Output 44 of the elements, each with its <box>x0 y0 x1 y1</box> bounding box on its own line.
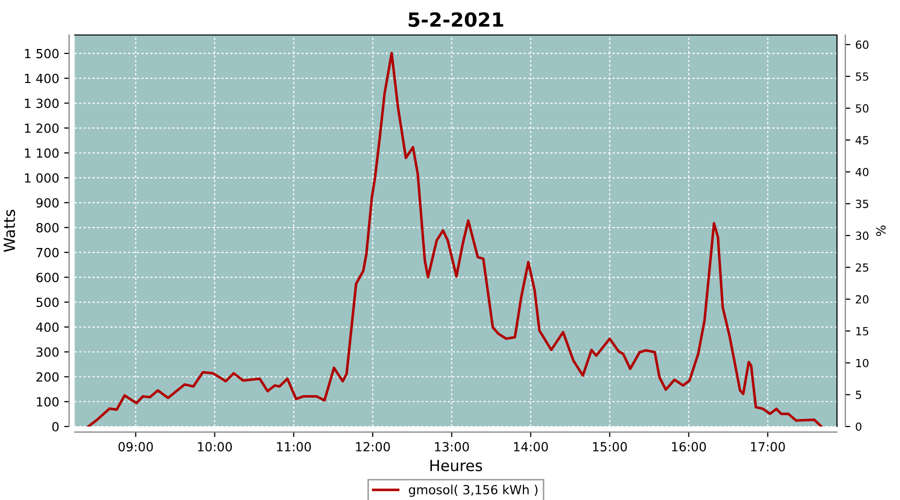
y-tick-label: 500 <box>36 298 59 308</box>
legend-label: gmosol( 3,156 kWh ) <box>408 484 538 497</box>
y2-tick-label: 50 <box>856 104 868 113</box>
y2-tick-label: 35 <box>856 200 868 208</box>
y-tick-label: 100 <box>36 397 59 407</box>
y2-tick-label: 45 <box>856 136 868 144</box>
y-tick-label: 600 <box>36 272 59 282</box>
y2-tick-label: 5 <box>856 390 862 400</box>
y2-tick-label: 0 <box>856 422 862 431</box>
y2-tick-label: 55 <box>856 72 868 81</box>
y-tick-label: 800 <box>36 222 59 232</box>
y2-tick-label: 25 <box>856 263 868 272</box>
y2-tick-label: 30 <box>856 232 868 240</box>
y2-tick-label: 20 <box>856 295 868 304</box>
y2-tick-label: 60 <box>856 40 868 49</box>
y-tick-label: 1 100 <box>25 148 59 158</box>
x-tick-label: 09:00 <box>118 442 153 452</box>
y-tick-label: 200 <box>36 372 59 382</box>
y-tick-label: 1 400 <box>25 74 59 84</box>
y2-axis-title: % <box>876 226 886 236</box>
chart-title: 5-2-2021 <box>408 12 504 27</box>
x-tick-label: 14:00 <box>514 442 548 452</box>
y-tick-label: 1 300 <box>25 98 59 108</box>
x-tick-label: 10:00 <box>198 442 232 452</box>
x-tick-label: 17:00 <box>751 442 785 452</box>
line-series <box>87 52 823 426</box>
y-tick-label: 400 <box>36 322 59 332</box>
y2-tick-label: 15 <box>856 327 868 336</box>
y-tick-label: 0 <box>52 422 59 432</box>
y-axis-title: Watts <box>4 210 16 252</box>
x-axis-title: Heures <box>430 460 482 472</box>
y-tick-label: 1 200 <box>25 123 59 133</box>
y2-tick-label: 10 <box>856 358 868 368</box>
y-tick-label: 1 000 <box>25 173 59 183</box>
y-tick-label: 700 <box>36 248 59 258</box>
y-tick-label: 300 <box>36 347 59 357</box>
x-tick-label: 15:00 <box>593 442 627 452</box>
x-tick-label: 11:00 <box>277 442 311 452</box>
y2-tick-label: 40 <box>856 168 868 176</box>
x-tick-label: 13:00 <box>435 442 469 452</box>
y-tick-label: 900 <box>36 198 59 208</box>
y-tick-label: 1 500 <box>25 48 59 58</box>
x-tick-label: 16:00 <box>672 442 706 452</box>
x-tick-label: 12:00 <box>356 442 390 452</box>
